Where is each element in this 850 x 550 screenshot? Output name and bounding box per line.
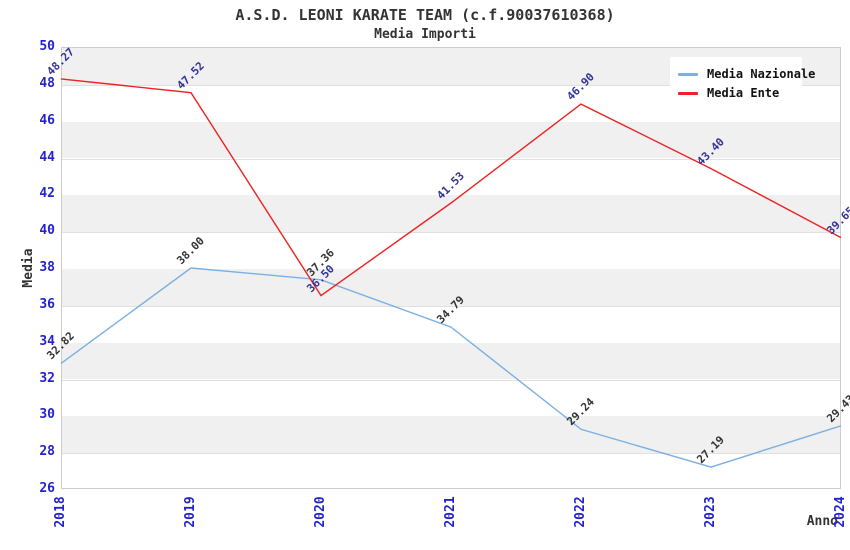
legend-item-media-ente: Media Ente xyxy=(678,85,796,101)
x-tick-label: 2021 xyxy=(443,496,458,528)
y-tick-label: 40 xyxy=(39,223,55,239)
x-tick-label: 2024 xyxy=(833,496,848,528)
y-tick-label: 32 xyxy=(39,370,55,386)
y-tick-label: 26 xyxy=(39,481,55,496)
y-tick-label: 34 xyxy=(39,333,55,349)
y-tick-label: 36 xyxy=(39,296,55,312)
gridline xyxy=(62,232,840,234)
x-tick-label: 2022 xyxy=(573,496,588,528)
y-tick-label: 48 xyxy=(39,75,55,91)
x-tick-label: 2020 xyxy=(313,496,328,528)
plot-band xyxy=(62,195,840,233)
y-tick-label: 30 xyxy=(39,407,55,423)
y-tick-label: 50 xyxy=(39,39,55,54)
legend-swatch-icon xyxy=(678,91,698,95)
gridline xyxy=(62,453,840,455)
legend-item-media-nazionale: Media Nazionale xyxy=(678,66,815,82)
y-tick-label: 42 xyxy=(39,186,55,202)
gridline xyxy=(62,158,840,160)
legend-swatch-icon xyxy=(678,72,698,76)
x-axis-title: Anno xyxy=(806,514,838,529)
gridline xyxy=(62,379,840,381)
x-tick-label: 2019 xyxy=(183,496,198,528)
plot-band xyxy=(62,342,840,380)
y-tick-label: 44 xyxy=(39,149,55,165)
y-tick-label: 38 xyxy=(39,260,55,275)
chart-title: A.S.D. LEONI KARATE TEAM (c.f.9003761036… xyxy=(235,6,615,24)
legend-label: Media Ente xyxy=(707,86,780,100)
y-tick-label: 28 xyxy=(39,444,55,460)
chart-subtitle: Media Importi xyxy=(374,27,476,42)
legend: Media Nazionale Media Ente xyxy=(670,57,815,110)
x-tick-label: 2023 xyxy=(703,496,718,528)
legend-label: Media Nazionale xyxy=(707,67,816,81)
y-tick-label: 46 xyxy=(39,112,55,128)
x-tick-label: 2018 xyxy=(53,496,68,528)
